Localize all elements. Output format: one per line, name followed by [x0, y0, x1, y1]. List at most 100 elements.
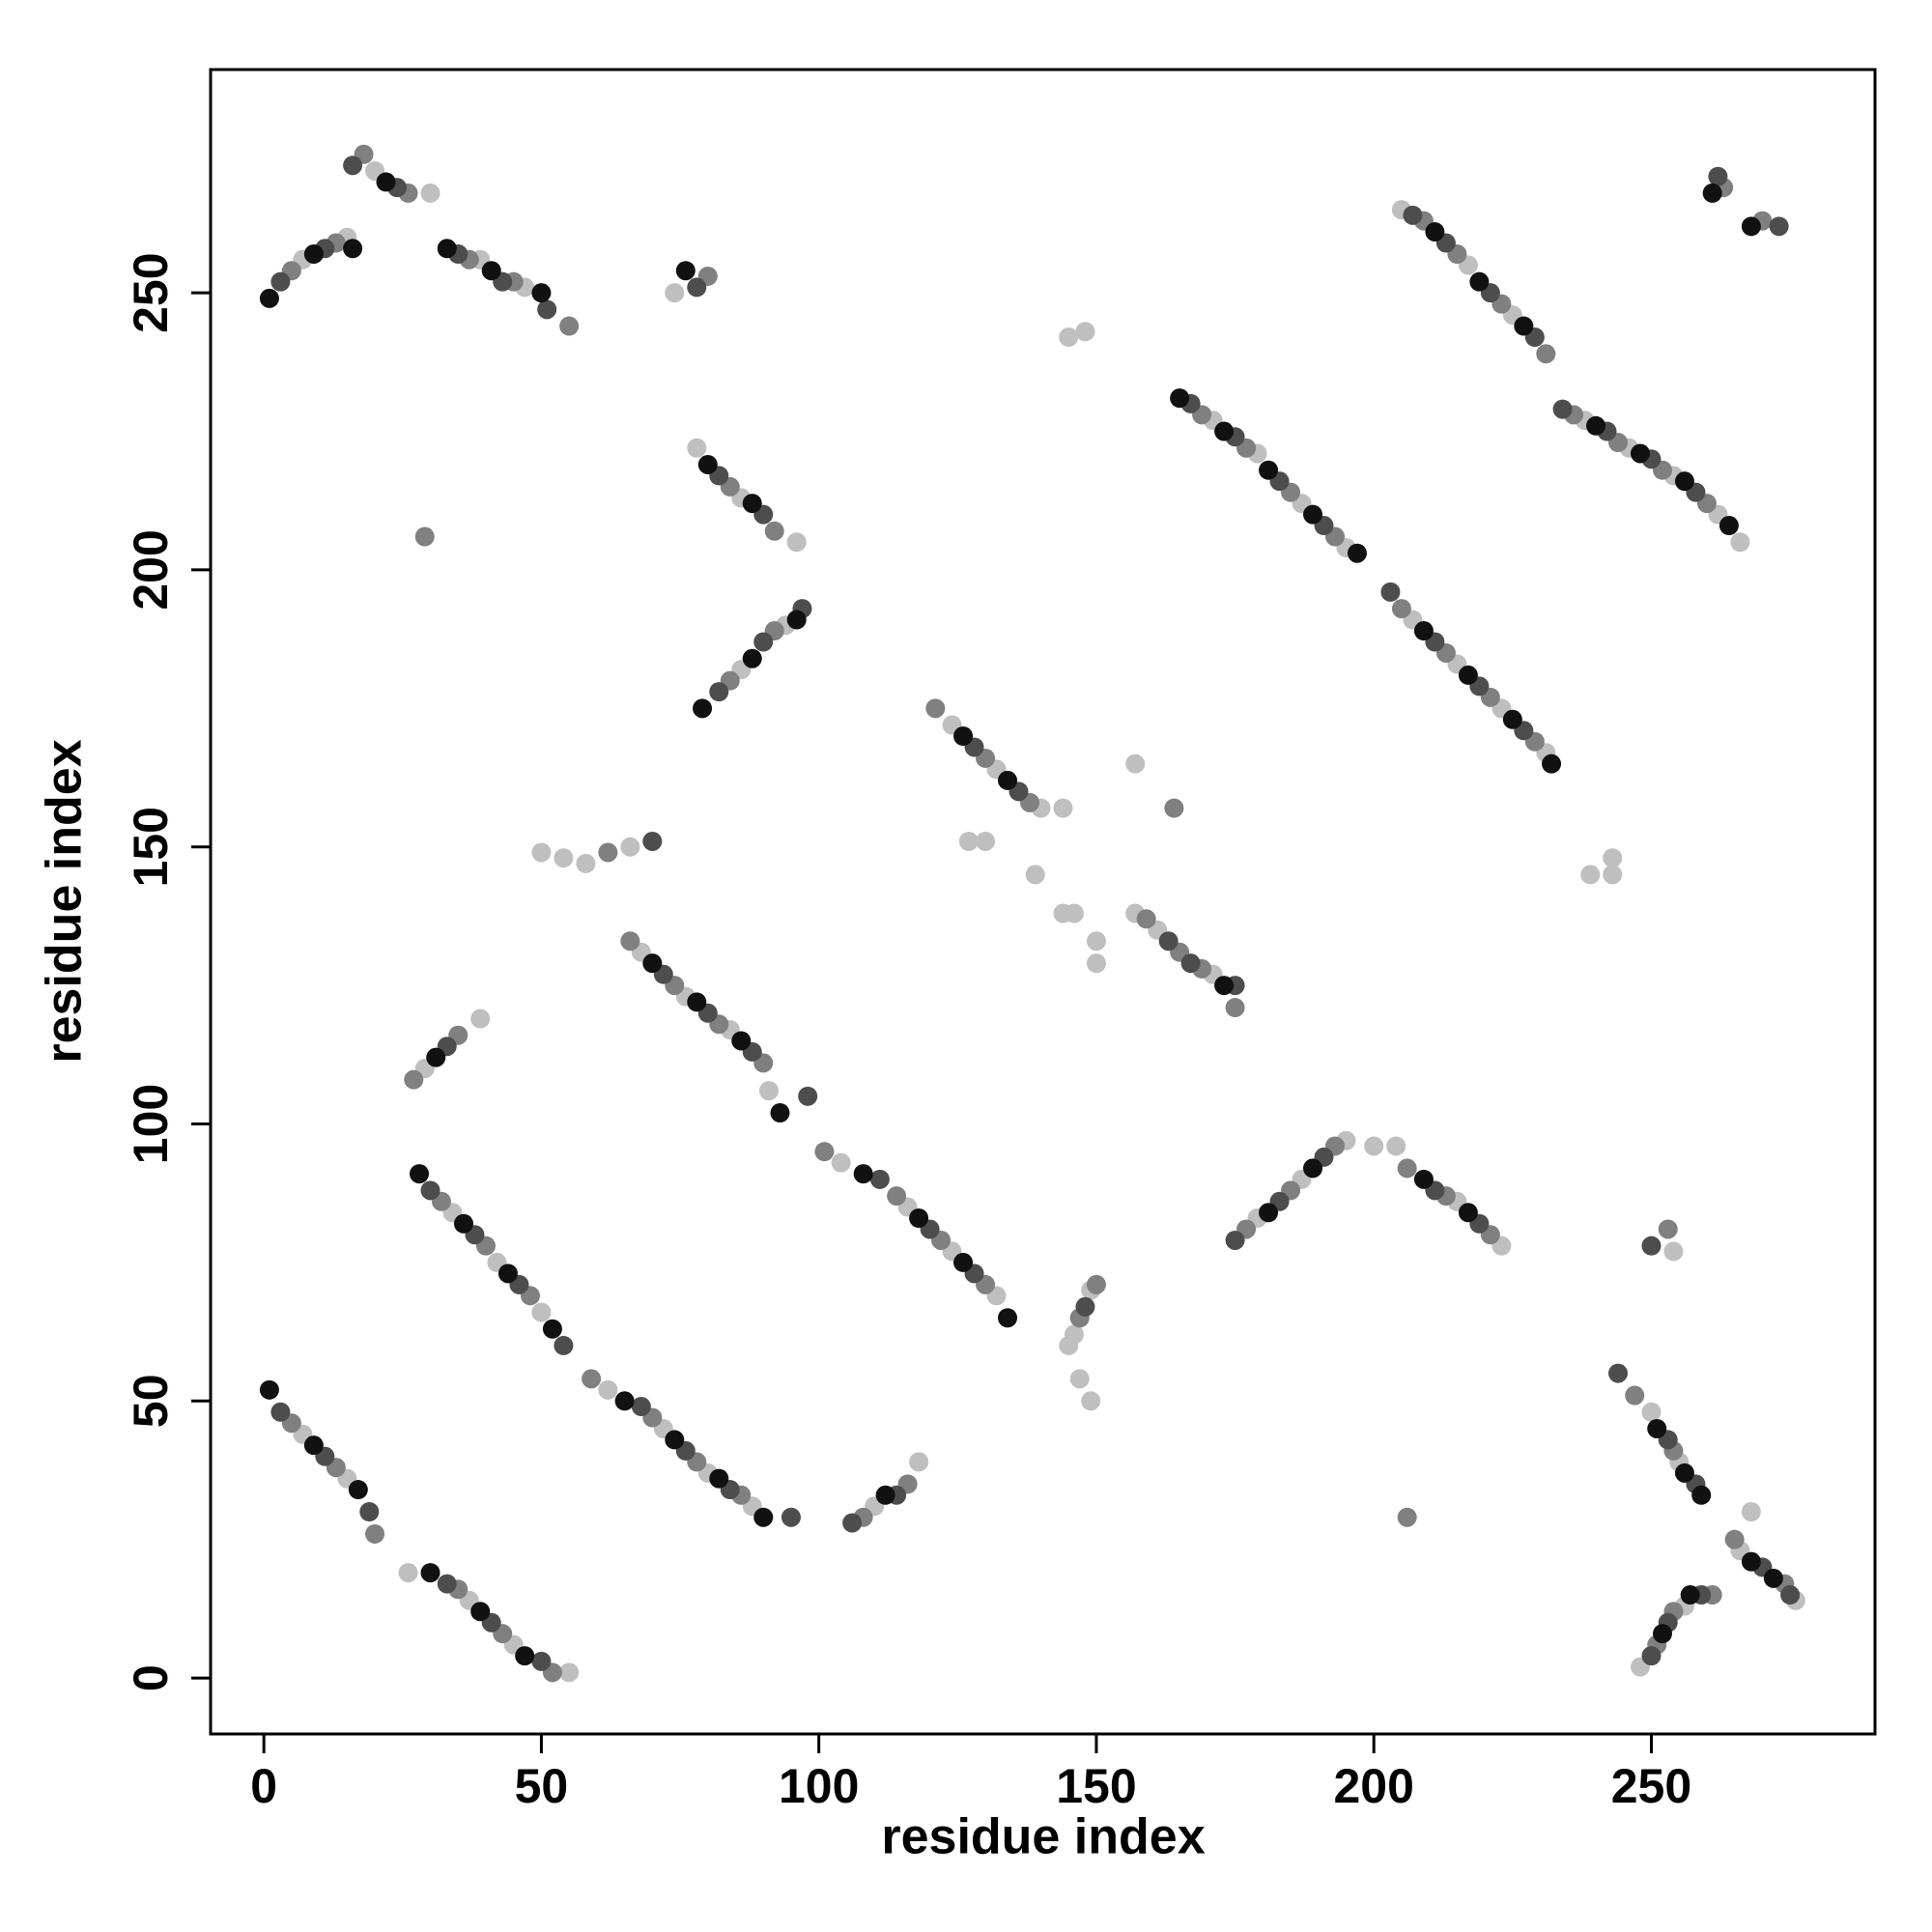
point — [531, 1651, 552, 1671]
point — [842, 1513, 863, 1533]
point — [1641, 1402, 1662, 1422]
point — [853, 1164, 873, 1184]
point — [1136, 909, 1156, 929]
point — [1364, 1136, 1384, 1156]
point — [559, 316, 580, 336]
point — [742, 648, 762, 668]
point — [742, 494, 762, 514]
point — [1641, 1236, 1662, 1256]
point — [1625, 1385, 1645, 1406]
point — [1086, 1274, 1106, 1294]
point — [420, 1563, 440, 1583]
point — [1303, 504, 1323, 525]
point — [770, 1103, 790, 1123]
point — [1536, 344, 1556, 364]
point — [404, 1069, 424, 1090]
x-tick-label: 200 — [1333, 1759, 1413, 1813]
x-tick-label: 100 — [779, 1759, 859, 1813]
point — [1053, 798, 1073, 818]
x-tick-label: 50 — [515, 1759, 569, 1813]
point — [1580, 865, 1601, 885]
point — [758, 1081, 779, 1101]
point — [1397, 1158, 1417, 1179]
point — [1458, 1203, 1478, 1223]
point — [1630, 443, 1650, 464]
point — [414, 526, 435, 547]
point — [481, 261, 501, 281]
point — [1170, 388, 1190, 409]
point — [376, 172, 396, 192]
point — [554, 1335, 574, 1355]
y-tick-label: 100 — [124, 1084, 178, 1164]
point — [420, 1180, 440, 1201]
point — [642, 831, 663, 851]
point — [1741, 1501, 1761, 1521]
point — [1680, 1585, 1700, 1605]
point — [1552, 399, 1573, 419]
point — [1025, 865, 1045, 885]
point — [515, 1646, 535, 1666]
point — [348, 1480, 368, 1500]
point — [270, 271, 291, 292]
point — [1658, 1219, 1678, 1239]
point — [1586, 415, 1606, 436]
point — [709, 682, 729, 702]
point — [1413, 1169, 1434, 1189]
point — [1214, 421, 1235, 441]
point — [1702, 183, 1722, 203]
point — [1647, 1418, 1667, 1438]
point — [1652, 1624, 1672, 1644]
point — [420, 183, 440, 203]
point — [1674, 1463, 1694, 1483]
point — [675, 261, 696, 281]
point — [365, 1523, 385, 1544]
point — [531, 283, 552, 303]
point — [1086, 953, 1106, 974]
point — [1075, 322, 1095, 342]
point — [1403, 205, 1423, 225]
point — [1413, 621, 1434, 641]
point — [786, 532, 807, 553]
point — [1425, 222, 1445, 242]
point — [731, 1031, 752, 1051]
point — [953, 726, 974, 747]
point — [437, 239, 457, 259]
point — [1081, 1391, 1101, 1411]
point — [1164, 798, 1184, 818]
point — [542, 1319, 562, 1339]
point — [554, 848, 574, 868]
point — [1641, 1646, 1662, 1666]
point — [1347, 543, 1367, 563]
point — [1303, 1158, 1323, 1179]
point — [620, 931, 640, 952]
point — [1469, 271, 1490, 292]
point — [410, 1164, 430, 1184]
point — [687, 992, 707, 1012]
point — [697, 454, 718, 474]
point — [1225, 998, 1245, 1018]
point — [1603, 848, 1623, 868]
point — [1397, 1507, 1417, 1527]
point — [1769, 216, 1789, 237]
point — [709, 1468, 729, 1489]
point — [1663, 1241, 1684, 1262]
point — [909, 1452, 929, 1472]
y-axis-label: residue index — [37, 739, 93, 1063]
point — [1724, 1529, 1745, 1549]
point — [620, 837, 640, 857]
point — [1180, 953, 1201, 974]
point — [693, 698, 713, 719]
point — [953, 1252, 974, 1272]
y-tick-label: 250 — [124, 252, 178, 332]
point — [781, 1507, 801, 1527]
point — [343, 239, 363, 259]
point — [909, 1208, 929, 1229]
y-tick-label: 200 — [124, 529, 178, 610]
point — [1458, 665, 1478, 685]
point — [1391, 599, 1411, 619]
point — [259, 1379, 279, 1400]
point — [1064, 1324, 1084, 1345]
point — [359, 1501, 380, 1521]
point — [1780, 1585, 1801, 1605]
